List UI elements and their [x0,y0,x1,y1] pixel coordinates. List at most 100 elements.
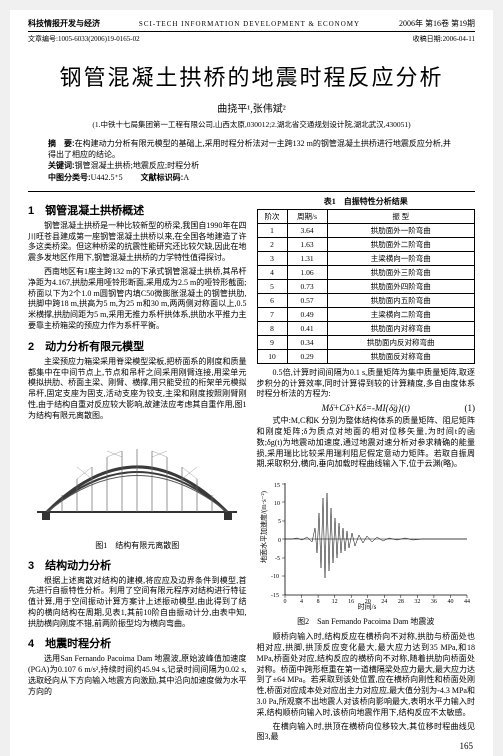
table-cell: 7 [257,307,287,321]
table-cell: 10 [257,349,287,363]
svg-text:-15: -15 [271,593,279,599]
svg-text:15: 15 [274,483,280,489]
table-row: 31.31主梁横向一阶弯曲 [257,251,475,265]
svg-text:-5: -5 [275,556,280,562]
table-cell: 拱肋面外二阶弯曲 [327,237,475,251]
table-cell: 主梁横向二阶弯曲 [327,307,475,321]
keywords-text: 钢管混凝土拱桥;地震反应;时程分析 [75,161,199,170]
th: 阶次 [257,209,287,223]
issue-info: 2006年 第16卷 第19期 [399,18,475,29]
table-cell: 3.64 [287,223,327,237]
abstract-label: 摘 要: [48,139,75,148]
svg-text:5: 5 [278,519,281,525]
th: 振 型 [327,209,475,223]
sec1-title: 1 钢管混凝土拱桥概述 [28,202,247,218]
para: 顺桥向输入时,结构反应在横桥向不对称,拱肋与桥面处也相对应,拱脚,拱顶反应变化最… [257,632,476,718]
table-cell: 1.63 [287,237,327,251]
table-cell: 1 [257,223,287,237]
sec3-title: 3 结构动力分析 [28,557,247,573]
table-cell: 0.29 [287,349,327,363]
sec4-title: 4 地震时程分析 [28,635,247,651]
fig2-xlabel: 时间/s [357,602,376,611]
svg-text:44: 44 [464,599,470,605]
table-cell: 拱肋面反对称弯曲 [327,349,475,363]
table-cell: 0.57 [287,293,327,307]
table-cell: 拱肋面外四阶弯曲 [327,279,475,293]
subheader: 文章编号:1005-6033(2006)19-0165-02 收稿日期:2006… [28,32,475,50]
para: 式中:M,C和K 分别为整体结构体系的质量矩阵、阻尼矩阵和刚度矩阵;δ为质点对地… [257,416,476,470]
svg-text:8: 8 [316,599,319,605]
doccode-text: A [183,173,189,182]
table-cell: 0.41 [287,321,327,335]
table-cell: 1.31 [287,251,327,265]
divider [28,191,475,192]
table-cell: 3 [257,251,287,265]
article-id: 文章编号:1005-6033(2006)19-0165-02 [28,34,140,44]
classno-label: 中图分类号: [48,173,91,182]
para: 西南地区有1座主跨132 m的下承式钢管混凝土拱桥,其吊杆净距为4.167,拱肋… [28,267,247,332]
table-row: 60.57拱肋面内五阶弯曲 [257,293,475,307]
svg-text:24: 24 [381,599,387,605]
table-row: 21.63拱肋面外二阶弯曲 [257,237,475,251]
keywords-label: 关键词: [48,161,75,170]
table-cell: 5 [257,279,287,293]
para: 选用San Fernando Pacoima Dam 地震波,原始波峰值加速度(… [28,654,247,697]
fig1-arch-bridge [32,427,242,537]
para: 钢管混凝土拱桥是一种比较新型的桥梁,我国自1990年在四川旺苍县建成第一座钢管混… [28,221,247,264]
table-row: 70.49主梁横向二阶弯曲 [257,307,475,321]
journal-name-en: SCI-TECH INFORMATION DEVELOPMENT & ECONO… [100,20,399,28]
running-header: 科技情报开发与经济 SCI-TECH INFORMATION DEVELOPME… [28,18,475,32]
table-cell: 9 [257,335,287,349]
para: 在横向输入时,拱顶在横桥向位移较大,其位移时程曲线见图3,最 [257,722,476,744]
para: 0.5倍,计算时间间隔为0.1 s,质量矩阵为集中质量矩阵,取逐步积分的计算效率… [257,368,476,400]
table-row: 90.34拱肋面内反对称弯曲 [257,335,475,349]
table-row: 100.29拱肋面反对称弯曲 [257,349,475,363]
eq-body: Mδ̈+Cδ̇+Kδ=-MI{δ̈g}(t) [322,403,410,413]
left-column: 1 钢管混凝土拱桥概述 钢管混凝土拱桥是一种比较新型的桥梁,我国自1990年在四… [28,196,247,746]
fig2-seismic-wave: -15 -10 -5 0 5 10 15 [257,473,472,613]
mode-table: 阶次 周期/s 振 型 13.64拱肋面外一阶弯曲21.63拱肋面外二阶弯曲31… [257,209,476,364]
table-cell: 拱肋面内五阶弯曲 [327,293,475,307]
page-number: 165 [460,741,474,751]
sec2-title: 2 动力分析有限元模型 [28,338,247,354]
fig2-wrap: 地面水平加速度/(m·s⁻²) -15 -10 -5 0 5 10 [257,473,476,613]
th: 周期/s [287,209,327,223]
article-title: 钢管混凝土拱桥的地震时程反应分析 [28,60,475,92]
abstract-block: 摘 要:在构建动力分析有限元模型的基础上,采用时程分析法对一主跨132 m的钢管… [48,138,455,183]
received-date: 收稿日期:2006-04-11 [413,34,475,44]
svg-text:16: 16 [348,599,354,605]
para: 主梁预应力箱梁采用脊梁模型梁板,把桥面系的刚度和质量都集中在中间节点上,节点和吊… [28,357,247,422]
table-cell: 0.49 [287,307,327,321]
abstract-text: 在构建动力分析有限元模型的基础上,采用时程分析法对一主跨132 m的钢管混凝土拱… [48,139,451,159]
svg-text:0: 0 [278,538,281,544]
table-cell: 0.34 [287,335,327,349]
svg-text:4: 4 [300,599,303,605]
eq-number: (1) [465,403,476,413]
classno-text: U442.5⁺5 [91,173,123,182]
table-cell: 主梁横向一阶弯曲 [327,251,475,265]
equation: Mδ̈+Cδ̇+Kδ=-MI{δ̈g}(t) (1) [257,403,476,413]
table-body: 13.64拱肋面外一阶弯曲21.63拱肋面外二阶弯曲31.31主梁横向一阶弯曲4… [257,223,475,363]
svg-text:36: 36 [430,599,436,605]
table1-caption: 表1 自振特性分析结果 [257,196,476,207]
table-cell: 6 [257,293,287,307]
svg-text:32: 32 [414,599,420,605]
affiliations: (1.中铁十七局集团第一工程有限公司,山西太原,030012;2.湖北省交通规划… [28,119,475,130]
svg-text:28: 28 [397,599,403,605]
fig2-caption: 图2 San Fernando Pacoima Dam 地震波 [257,616,476,627]
table-cell: 拱肋面外一阶弯曲 [327,223,475,237]
authors: 曲挠平¹,张伟斌² [28,100,475,115]
svg-text:40: 40 [447,599,453,605]
journal-name-cn: 科技情报开发与经济 [28,18,100,29]
right-column: 表1 自振特性分析结果 阶次 周期/s 振 型 13.64拱肋面外一阶弯曲21.… [257,196,476,746]
svg-text:-10: -10 [271,574,279,580]
table-row: 80.41拱肋面内对称弯曲 [257,321,475,335]
table-cell: 4 [257,265,287,279]
svg-text:10: 10 [274,501,280,507]
table-cell: 1.06 [287,265,327,279]
para: 根据上述离散对结构的建模,将应应及边界条件到模型,首先进行自振特性分析。利用了空… [28,576,247,630]
table-row: 41.06拱肋面外三阶弯曲 [257,265,475,279]
svg-text:12: 12 [331,599,337,605]
table-cell: 拱肋面内反对称弯曲 [327,335,475,349]
table-cell: 8 [257,321,287,335]
